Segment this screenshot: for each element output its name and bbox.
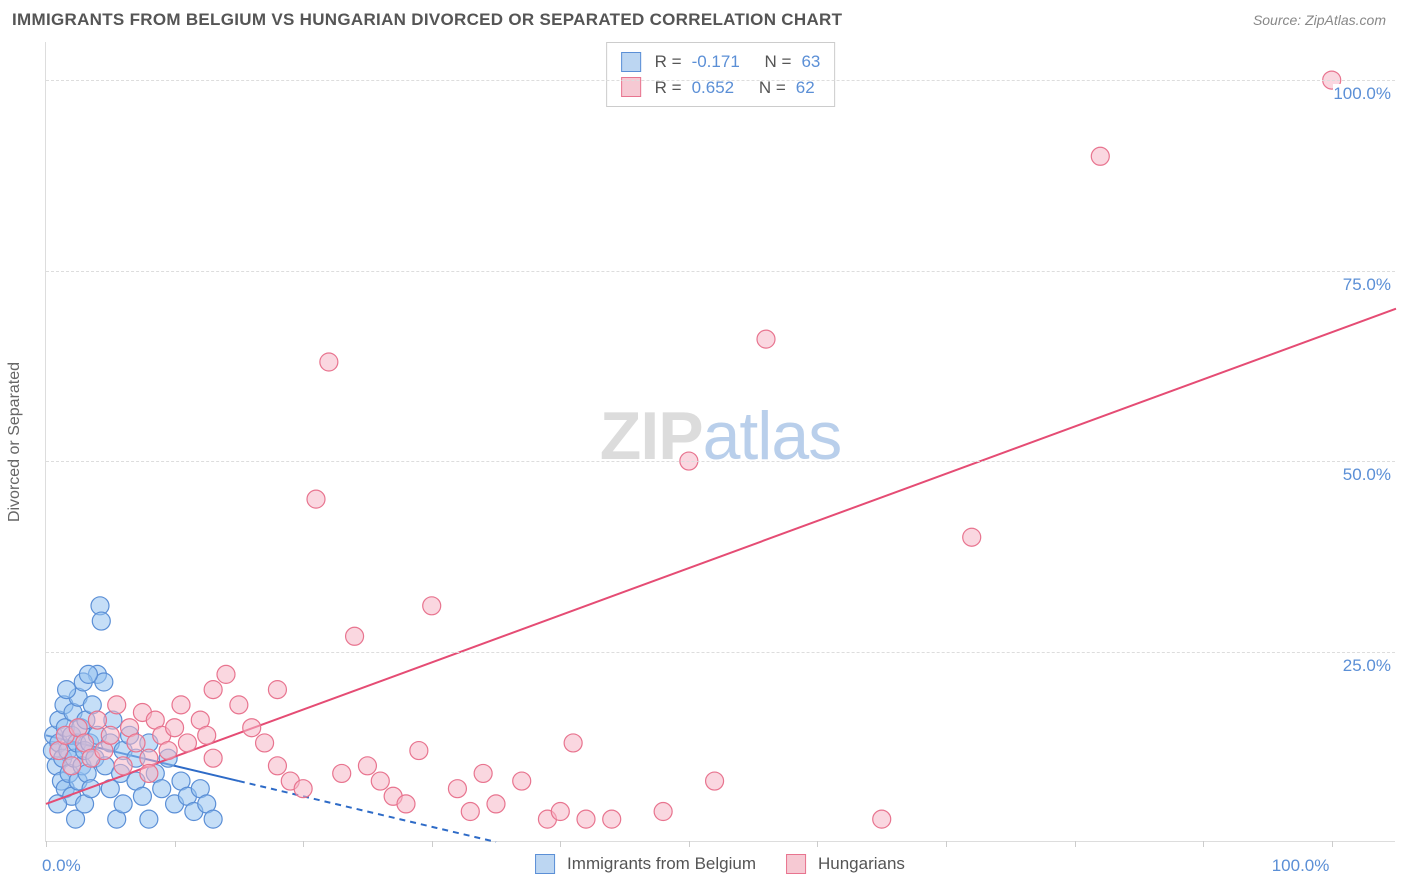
scatter-svg bbox=[46, 42, 1395, 841]
x-tick-mark bbox=[432, 841, 433, 847]
y-axis-label: Divorced or Separated bbox=[6, 362, 24, 522]
legend-swatch-icon bbox=[786, 854, 806, 874]
x-tick-mark bbox=[817, 841, 818, 847]
source-attribution: Source: ZipAtlas.com bbox=[1253, 12, 1386, 28]
x-tick-mark bbox=[1332, 841, 1333, 847]
chart-title: IMMIGRANTS FROM BELGIUM VS HUNGARIAN DIV… bbox=[12, 10, 842, 30]
legend-label: Hungarians bbox=[818, 854, 905, 874]
source-prefix: Source: bbox=[1253, 12, 1305, 28]
chart-container: Divorced or Separated ZIPatlas R = -0.17… bbox=[45, 42, 1395, 842]
x-tick-label: 0.0% bbox=[42, 856, 81, 876]
x-tick-mark bbox=[946, 841, 947, 847]
y-tick-label: 75.0% bbox=[1343, 275, 1397, 295]
stat-legend-row: R = -0.171 N = 63 bbox=[621, 49, 821, 75]
y-tick-label: 100.0% bbox=[1333, 84, 1397, 104]
header-bar: IMMIGRANTS FROM BELGIUM VS HUNGARIAN DIV… bbox=[0, 0, 1406, 35]
x-tick-mark bbox=[689, 841, 690, 847]
series-legend: Immigrants from Belgium Hungarians bbox=[535, 854, 905, 874]
r-value: -0.171 bbox=[692, 49, 740, 75]
legend-label: Immigrants from Belgium bbox=[567, 854, 756, 874]
stat-legend-box: R = -0.171 N = 63 R = 0.652 N = 62 bbox=[606, 42, 836, 107]
x-tick-mark bbox=[303, 841, 304, 847]
stat-legend-row: R = 0.652 N = 62 bbox=[621, 75, 821, 101]
y-tick-label: 50.0% bbox=[1343, 465, 1397, 485]
r-label: R = bbox=[655, 75, 682, 101]
gridline-h bbox=[46, 461, 1395, 462]
gridline-h bbox=[46, 652, 1395, 653]
legend-swatch-icon bbox=[535, 854, 555, 874]
r-value: 0.652 bbox=[692, 75, 735, 101]
x-tick-mark bbox=[1075, 841, 1076, 847]
r-label: R = bbox=[655, 49, 682, 75]
n-value: 63 bbox=[801, 49, 820, 75]
x-tick-mark bbox=[46, 841, 47, 847]
legend-swatch-icon bbox=[621, 52, 641, 72]
n-label: N = bbox=[765, 49, 792, 75]
x-tick-label: 100.0% bbox=[1272, 856, 1330, 876]
source-name: ZipAtlas.com bbox=[1305, 12, 1386, 28]
n-label: N = bbox=[759, 75, 786, 101]
gridline-h bbox=[46, 271, 1395, 272]
legend-item: Immigrants from Belgium bbox=[535, 854, 756, 874]
x-tick-mark bbox=[560, 841, 561, 847]
gridline-h bbox=[46, 80, 1395, 81]
y-tick-label: 25.0% bbox=[1343, 656, 1397, 676]
legend-item: Hungarians bbox=[786, 854, 905, 874]
x-tick-mark bbox=[1203, 841, 1204, 847]
n-value: 62 bbox=[796, 75, 815, 101]
x-tick-mark bbox=[175, 841, 176, 847]
plot-area: ZIPatlas R = -0.171 N = 63 R = 0.652 N =… bbox=[45, 42, 1395, 842]
